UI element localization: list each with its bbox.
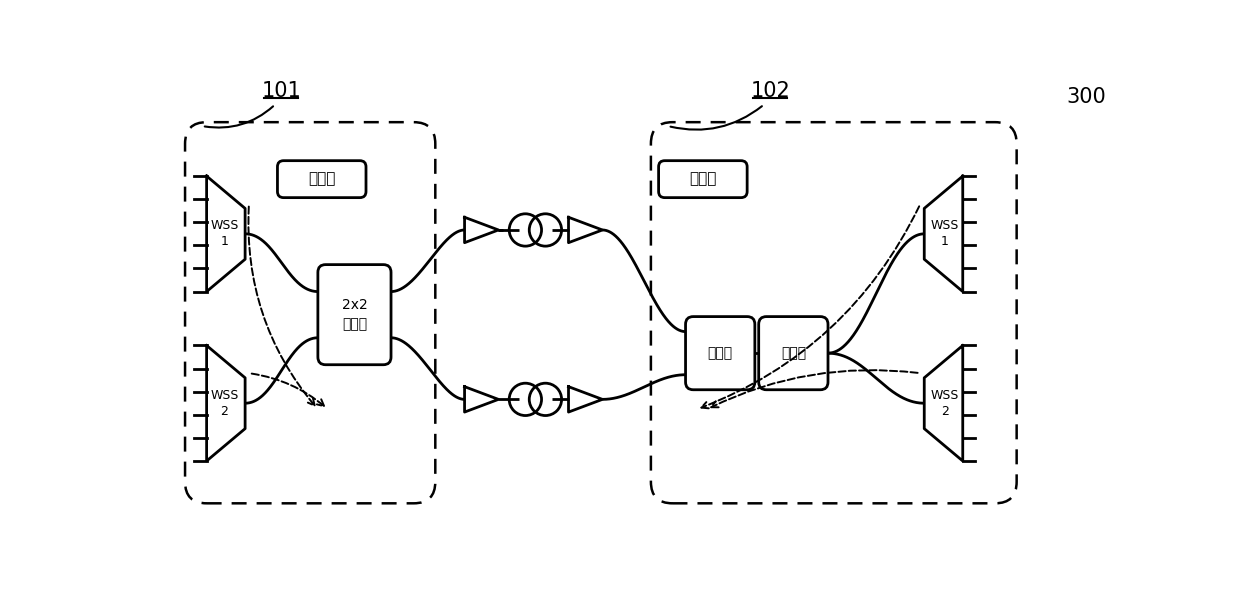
Text: WSS
1: WSS 1 [931, 219, 960, 248]
Text: 控制器: 控制器 [308, 172, 335, 187]
FancyBboxPatch shape [686, 317, 755, 389]
FancyBboxPatch shape [317, 264, 391, 365]
Text: 控制器: 控制器 [689, 172, 717, 187]
Text: WSS
2: WSS 2 [931, 389, 960, 418]
Text: 2x2
耦合器: 2x2 耦合器 [341, 299, 367, 331]
Text: WSS
2: WSS 2 [210, 389, 238, 418]
Text: 滤波器: 滤波器 [781, 346, 806, 360]
FancyBboxPatch shape [278, 160, 366, 198]
Text: 102: 102 [750, 81, 790, 102]
FancyBboxPatch shape [759, 317, 828, 389]
FancyBboxPatch shape [658, 160, 748, 198]
Text: WSS
1: WSS 1 [210, 219, 238, 248]
Text: 300: 300 [1066, 87, 1106, 107]
Text: 光开关: 光开关 [708, 346, 733, 360]
Text: 101: 101 [262, 81, 301, 102]
